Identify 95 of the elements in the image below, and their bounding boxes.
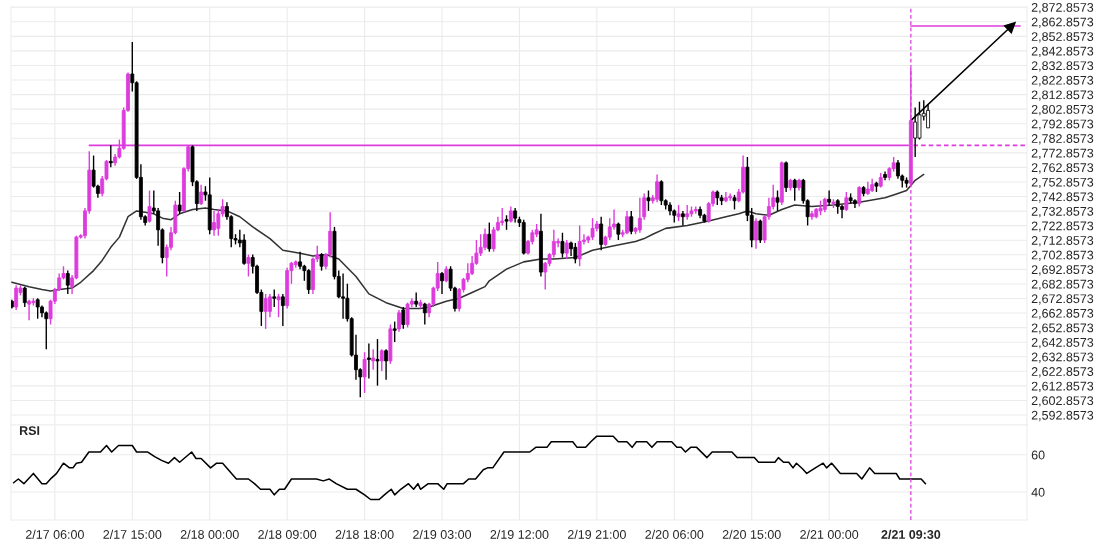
x-tick-label: 2/20 15:00 <box>722 529 781 539</box>
candlestick <box>65 269 70 295</box>
candlestick <box>280 293 285 327</box>
y-tick-label: 2,732.8573 <box>1031 206 1094 218</box>
x-tick-label: 2/19 21:00 <box>567 529 626 539</box>
candlestick <box>896 159 900 180</box>
candlestick <box>276 293 281 318</box>
x-tick-label: 2/21 00:00 <box>800 529 859 539</box>
candlestick <box>405 301 410 329</box>
y-tick-label: 2,772.8573 <box>1031 148 1094 159</box>
candlestick <box>659 179 664 206</box>
y-tick-label: 2,722.8573 <box>1031 221 1094 232</box>
y-tick-label: 2,842.8573 <box>1031 46 1094 58</box>
candlestick <box>440 271 444 295</box>
y-tick-label: 2,762.8573 <box>1031 163 1094 174</box>
y-tick-label: 2,682.8573 <box>1031 279 1094 291</box>
candlestick <box>680 210 685 227</box>
y-tick-label: 2,622.8573 <box>1031 367 1094 378</box>
y-tick-label: 2,662.8573 <box>1031 308 1094 320</box>
y-tick-label: 2,702.8573 <box>1031 250 1094 261</box>
candlestick <box>564 239 569 260</box>
candlestick <box>212 210 216 237</box>
candlestick <box>44 310 49 350</box>
candlestick <box>384 348 389 381</box>
y-tick-label: 2,692.8573 <box>1031 265 1094 276</box>
candlestick <box>246 253 251 278</box>
candlestick <box>375 338 380 387</box>
y-tick-label: 2,822.8573 <box>1031 75 1094 87</box>
candlestick <box>629 210 634 235</box>
candlestick <box>392 320 397 343</box>
candlestick <box>646 189 651 212</box>
candlestick <box>599 216 604 251</box>
y-tick-label: 2,672.8573 <box>1031 294 1094 305</box>
candlestick <box>242 233 247 266</box>
x-tick-label: 2/19 03:00 <box>413 529 472 539</box>
candlestick <box>263 293 268 330</box>
candlestick <box>366 342 371 380</box>
candlestick <box>177 191 182 215</box>
candlestick <box>625 210 629 235</box>
y-tick-label: 2,612.8573 <box>1031 381 1094 393</box>
candlestick <box>560 232 565 259</box>
x-tick-label: 2/17 15:00 <box>103 529 162 539</box>
candlestick <box>655 173 659 203</box>
y-tick-label: 2,782.8573 <box>1031 134 1094 145</box>
y-tick-label: 2,652.8573 <box>1031 323 1094 334</box>
candlestick <box>840 204 844 219</box>
y-tick-label: 2,862.8573 <box>1031 17 1094 28</box>
candlestick <box>577 224 582 267</box>
y-tick-label: 2,642.8573 <box>1031 337 1094 349</box>
candlestick <box>573 242 578 265</box>
y-tick-label: 2,852.8573 <box>1031 32 1094 43</box>
y-tick-label: 2,752.8573 <box>1031 177 1094 189</box>
chart-title: RSI <box>19 426 40 436</box>
candlestick <box>35 297 40 320</box>
candlestick <box>397 309 401 333</box>
candlestick <box>306 268 311 295</box>
y-tick-label: 2,872.8573 <box>1031 3 1094 14</box>
candlestick <box>362 351 367 394</box>
y-tick-label: 60 <box>1031 450 1045 460</box>
candlestick <box>685 204 690 221</box>
y-tick-label: 2,792.8573 <box>1031 119 1094 130</box>
y-tick-label: 40 <box>1031 487 1045 497</box>
candlestick <box>14 284 19 311</box>
candlestick <box>590 217 595 241</box>
candlestick <box>147 189 152 224</box>
y-tick-label: 2,802.8573 <box>1031 104 1094 116</box>
y-tick-label: 2,742.8573 <box>1031 192 1094 203</box>
candlestick <box>379 348 384 372</box>
candlestick <box>844 191 849 212</box>
y-tick-label: 2,812.8573 <box>1031 90 1094 101</box>
y-tick-label: 2,602.8573 <box>1031 396 1094 407</box>
y-tick-label: 2,632.8573 <box>1031 352 1094 363</box>
x-tick-label: 2/18 18:00 <box>335 529 394 539</box>
x-tick-label: 2/17 06:00 <box>25 529 84 539</box>
candlestick <box>216 208 221 237</box>
candlestick <box>487 221 492 253</box>
candlestick <box>827 189 832 206</box>
x-tick-label: 2/20 06:00 <box>645 529 704 539</box>
y-tick-label: 2,712.8573 <box>1031 236 1094 247</box>
ref-line-label: 2/21 09:30 <box>881 529 941 540</box>
x-tick-label: 2/19 12:00 <box>490 529 549 539</box>
y-tick-label: 2,832.8573 <box>1031 61 1094 72</box>
candlestick <box>199 183 204 206</box>
candlestick <box>108 144 113 168</box>
candlestick <box>857 185 862 208</box>
candlestick <box>754 217 758 250</box>
candlestick <box>792 178 797 202</box>
x-tick-label: 2/18 09:00 <box>258 529 317 539</box>
candlestick <box>775 189 780 212</box>
x-tick-label: 2/18 00:00 <box>180 529 239 539</box>
y-tick-label: 2,592.8573 <box>1031 410 1094 422</box>
candlestick <box>483 227 487 251</box>
candlestick <box>371 348 376 371</box>
candlestick <box>401 306 406 330</box>
candlestick <box>637 197 642 234</box>
